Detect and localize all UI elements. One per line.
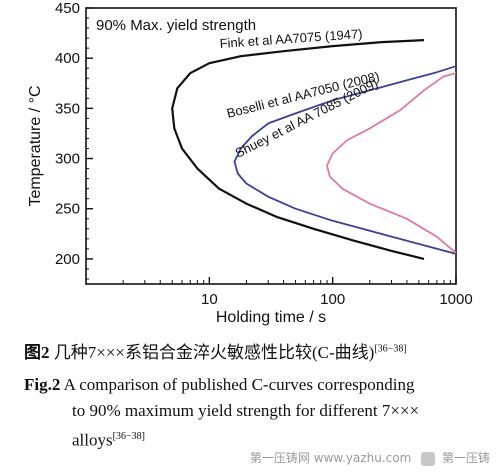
x-tick-label: 1000: [439, 291, 472, 308]
watermark: 第一压铸网 www.yazhu.com 第一压铸: [250, 449, 490, 466]
series-line-3: [326, 72, 457, 254]
series-line-2: [233, 65, 457, 255]
caption-en-line-2: to 90% maximum yield strength for differ…: [72, 401, 420, 420]
caption-cn-figure-number: 图2: [24, 343, 50, 362]
y-tick-label: 300: [55, 151, 80, 168]
watermark-logo-icon: [421, 451, 436, 466]
y-tick-label: 350: [55, 100, 80, 117]
watermark-left-text: 第一压铸网: [249, 451, 310, 465]
x-axis-label: Holding time / s: [216, 309, 326, 326]
y-tick-label: 400: [55, 50, 80, 67]
c-curve-chart: 200 250 300 350 400 450 10 100 1000 Holding time …: [27, 0, 473, 326]
caption-en-line-3: alloys[36−38]: [24, 424, 474, 454]
y-tick-label: 450: [55, 0, 80, 17]
x-tick-label: 10: [201, 291, 218, 308]
caption-en-figure-number: Fig.2: [24, 375, 61, 394]
watermark-mid-text: www.yazhu.com: [313, 451, 412, 465]
caption-en-refs: [36−38]: [112, 431, 145, 442]
chart-title: 90% Max. yield strength: [96, 17, 256, 34]
y-axis-label: Temperature / °C: [27, 85, 44, 206]
caption-english: Fig.2 A comparison of published C-curves…: [24, 372, 474, 454]
y-tick-label: 250: [55, 201, 80, 218]
x-tick-label: 100: [320, 291, 345, 308]
y-tick-label: 200: [55, 251, 80, 268]
caption-en-line-1-text: A comparison of published C-curves corre…: [60, 375, 415, 394]
watermark-right-text: 第一压铸: [441, 451, 490, 465]
plot-frame: [85, 7, 457, 285]
caption-chinese: 图2 几种7×××系铝合金淬火敏感性比较(C-曲线)[36−38]: [24, 338, 500, 363]
caption-cn-text: 几种7×××系铝合金淬火敏感性比较(C-曲线): [49, 343, 375, 362]
caption-en-line-1: Fig.2 A comparison of published C-curves…: [24, 372, 474, 398]
caption-cn-refs: [36−38]: [374, 343, 407, 355]
caption-en-line-3-text: alloys: [72, 430, 113, 450]
series-line-1: [171, 39, 425, 260]
